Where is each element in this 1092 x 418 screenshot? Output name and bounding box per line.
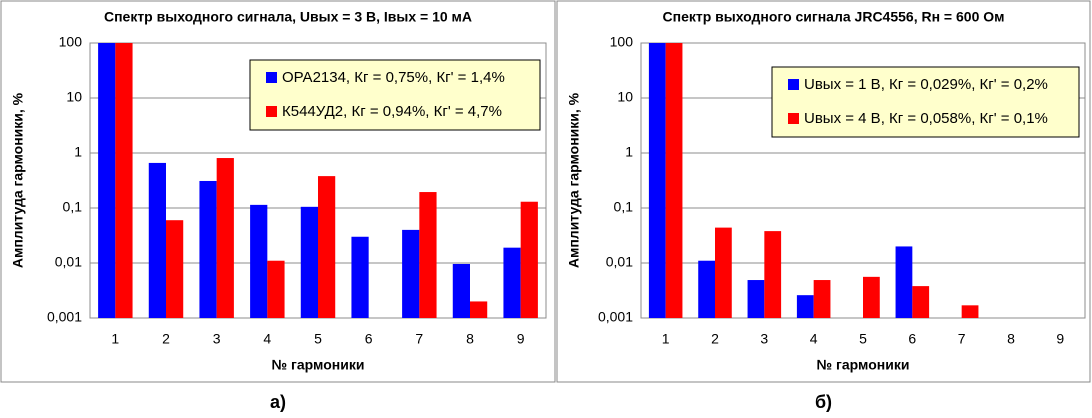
legend-label: Uвых = 1 В, Кг = 0,029%, Кг' = 0,2% (804, 76, 1048, 93)
x-tick-label: 1 (111, 331, 119, 347)
bar (250, 204, 268, 318)
x-axis-title: № гармоники (817, 357, 910, 373)
y-tick-label: 0,01 (606, 254, 633, 270)
caption: б) (815, 392, 832, 412)
bar (520, 201, 538, 318)
legend-swatch (788, 79, 799, 90)
legend-box (771, 66, 1080, 138)
bar (351, 236, 369, 318)
caption: а) (270, 392, 286, 412)
bar (665, 43, 683, 318)
bar (318, 176, 336, 318)
y-tick-label: 1 (625, 144, 633, 160)
x-tick-label: 5 (314, 331, 322, 347)
x-tick-label: 6 (908, 331, 916, 347)
bar (115, 43, 133, 318)
bar (300, 206, 318, 318)
bar (166, 220, 184, 318)
panel-frame (0, 0, 556, 383)
x-tick-label: 2 (711, 331, 719, 347)
chart-title: Спектр выходного сигнала, Uвых = 3 В, Iв… (104, 9, 472, 25)
x-tick-label: 8 (466, 331, 474, 347)
bar (148, 162, 166, 318)
y-tick-label: 0,001 (598, 309, 633, 325)
bar (863, 276, 880, 318)
bar (912, 286, 930, 318)
legend-swatch (266, 106, 277, 117)
bar (452, 263, 470, 318)
bar (747, 280, 765, 318)
x-axis-title: № гармоники (272, 357, 365, 373)
x-tick-label: 7 (958, 331, 966, 347)
x-tick-label: 7 (415, 331, 423, 347)
bar (267, 260, 285, 318)
y-tick-label: 0,001 (47, 309, 82, 325)
legend-swatch (788, 113, 799, 124)
bar (895, 246, 913, 318)
x-tick-label: 9 (517, 331, 525, 347)
y-tick-label: 10 (617, 89, 633, 105)
y-tick-label: 0,1 (614, 199, 634, 215)
bar (98, 43, 116, 318)
bar (698, 260, 715, 318)
y-tick-label: 0,1 (63, 199, 83, 215)
bar (648, 43, 666, 318)
bar (813, 280, 831, 318)
y-tick-label: 100 (610, 34, 634, 50)
y-tick-label: 1 (74, 144, 82, 160)
x-tick-label: 1 (662, 331, 670, 347)
x-tick-label: 3 (760, 331, 768, 347)
bar (419, 192, 437, 318)
bar (961, 305, 979, 318)
y-tick-label: 100 (59, 34, 83, 50)
legend-swatch (266, 72, 277, 83)
bar (199, 180, 217, 318)
bar (216, 158, 234, 318)
y-axis-title: Амплитуда гармоники, % (10, 92, 26, 268)
x-tick-label: 9 (1056, 331, 1064, 347)
x-tick-label: 3 (213, 331, 221, 347)
bar (715, 227, 732, 318)
x-tick-label: 6 (365, 331, 373, 347)
legend-label: Uвых = 4 В, Кг = 0,058%, Кг' = 0,1% (804, 110, 1048, 127)
x-tick-label: 4 (263, 331, 271, 347)
bar (796, 295, 814, 318)
legend-label: OPA2134, Кг = 0,75%, Кг' = 1,4% (282, 69, 505, 86)
panel-frame (556, 0, 1091, 383)
chart-title: Спектр выходного сигнала JRC4556, Rн = 6… (663, 9, 1005, 25)
x-tick-label: 4 (810, 331, 818, 347)
x-tick-label: 2 (162, 331, 170, 347)
y-axis-title: Амплитуда гармоники, % (566, 92, 582, 268)
y-tick-label: 0,01 (55, 254, 82, 270)
bar (503, 247, 521, 318)
legend-box (249, 59, 541, 131)
bar (764, 231, 782, 318)
legend-label: К544УД2, Кг = 0,94%, Кг' = 4,7% (282, 103, 502, 120)
bar (402, 229, 420, 318)
bar (470, 301, 488, 318)
x-tick-label: 8 (1007, 331, 1015, 347)
y-tick-label: 10 (66, 89, 82, 105)
x-tick-label: 5 (859, 331, 867, 347)
